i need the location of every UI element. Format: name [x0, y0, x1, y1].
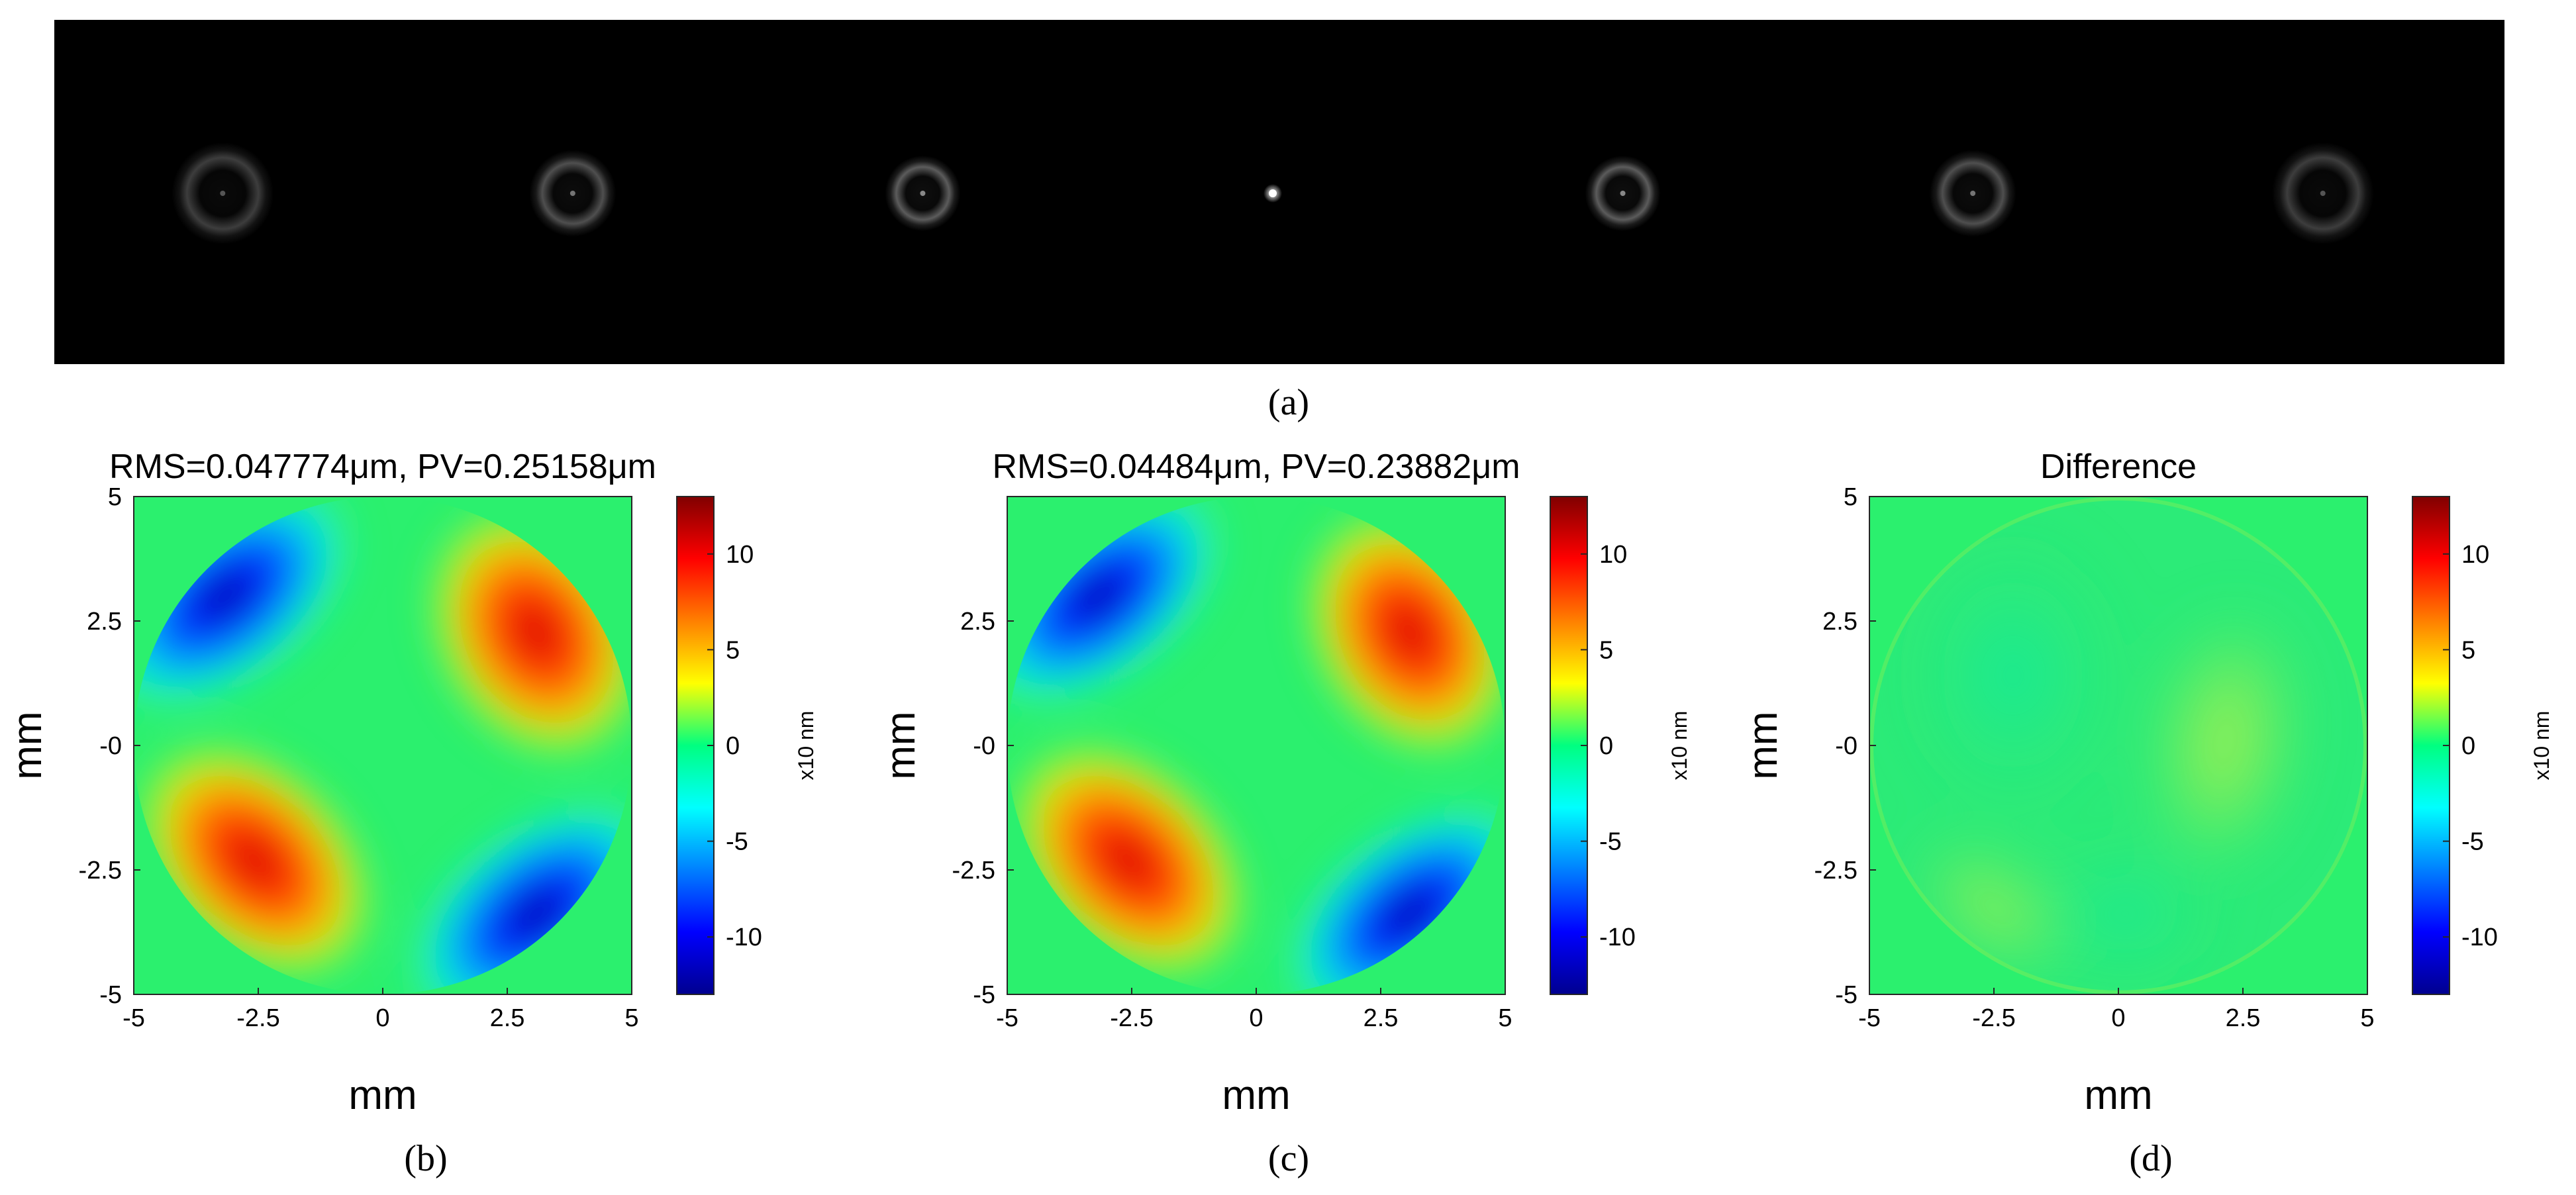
x-tick-label: 5: [1498, 1004, 1512, 1032]
panel-b: RMS=0.047774μm, PV=0.25158μm -5 -2.5 0 2.5 5…: [5, 448, 818, 1179]
x-axis-label-c: mm: [1222, 1073, 1290, 1118]
x-tick-label: 0: [2111, 1004, 2125, 1032]
colorbar-d: 10 5 0 -5 -10 x10 nm: [2412, 496, 2553, 995]
x-tick-label: 5: [624, 1004, 638, 1032]
colorbar-tick-label: 5: [1599, 636, 1613, 664]
x-tick-label: 5: [2360, 1004, 2374, 1032]
x-tick-label: -5: [1858, 1004, 1881, 1032]
x-axis-label-d: mm: [2084, 1073, 2152, 1118]
x-tick-label: 2.5: [1363, 1004, 1399, 1032]
x-tick-label: 0: [375, 1004, 389, 1032]
focal-spot: [2271, 142, 2374, 244]
y-tick-label: 5: [108, 483, 122, 511]
x-tick-label: 2.5: [2226, 1004, 2261, 1032]
axes-d: -5 -2.5 0 2.5 5 5 2.5 -0 -2.5 -5: [1814, 483, 2375, 1032]
colorbar-tick-label: 10: [2461, 541, 2489, 569]
panel-label-c: (c): [1268, 1138, 1309, 1179]
x-tick-label: -5: [123, 1004, 145, 1032]
panel-a: (a): [54, 20, 2504, 423]
x-tick-label: 0: [1249, 1004, 1263, 1032]
colorbar-c: 10 5 0 -5 -10 x10 nm: [1550, 496, 1691, 995]
x-tick-label: -2.5: [236, 1004, 279, 1032]
y-tick-label: -5: [973, 981, 995, 1009]
y-tick-label: 2.5: [87, 608, 122, 636]
x-axis-label-b: mm: [348, 1073, 417, 1118]
y-tick-label: -2.5: [79, 857, 122, 884]
focal-spot: [1929, 150, 2016, 237]
panel-label-b: (b): [404, 1138, 447, 1179]
colorbar-tick-label: 5: [2461, 636, 2475, 664]
plot-title-c: RMS=0.04484μm, PV=0.23882μm: [992, 448, 1520, 486]
colorbar-tick-label: 0: [1599, 732, 1613, 760]
y-tick-label: -2.5: [952, 857, 995, 884]
y-tick-label: -5: [1835, 981, 1858, 1009]
focal-spots: [172, 142, 2374, 244]
colorbar-b: 10 5 0 -5 -10 x10 nm: [676, 496, 818, 995]
colorbar-tick-label: 10: [1599, 541, 1627, 569]
panel-label-a: (a): [1268, 382, 1309, 423]
colorbar-tick-label: 5: [726, 636, 740, 664]
panel-label-d: (d): [2129, 1138, 2172, 1179]
y-tick-label: -0: [1835, 732, 1858, 760]
focal-spot: [529, 150, 617, 237]
y-tick-label: -5: [99, 981, 122, 1009]
focal-spot: [172, 142, 274, 244]
axes-b: -5 -2.5 0 2.5 5 5 2.5 -0 -2.5 -5: [79, 483, 639, 1032]
y-tick-label: -2.5: [1814, 857, 1858, 884]
colorbar-tick-label: 0: [726, 732, 740, 760]
y-tick-label: 5: [1844, 483, 1858, 511]
colorbar-label-d: x10 nm: [2530, 711, 2553, 781]
panel-d: Difference -5 -2.5 0 2.5 5 5 2.5 -0 -2.5 -5 mm mm…: [1740, 448, 2553, 1179]
focal-spot: [1263, 184, 1282, 203]
x-tick-label: -2.5: [1110, 1004, 1153, 1032]
colorbar-tick-label: 0: [2461, 732, 2475, 760]
colorbar-label-c: x10 nm: [1667, 711, 1691, 781]
focal-spot: [885, 156, 961, 231]
axes-c: -5 -2.5 0 2.5 5 2.5 -0 -2.5 -5: [952, 496, 1512, 1032]
y-axis-label-d: mm: [1740, 711, 1786, 779]
colorbar-tick-label: -5: [726, 828, 748, 856]
y-tick-label: 2.5: [1822, 608, 1858, 636]
colorbar-tick-label: -10: [1599, 924, 1636, 951]
plot-title-b: RMS=0.047774μm, PV=0.25158μm: [109, 448, 656, 486]
x-tick-label: -5: [996, 1004, 1018, 1032]
x-tick-label: -2.5: [1972, 1004, 2015, 1032]
colorbar-tick-label: -5: [1599, 828, 1622, 856]
y-axis-label-b: mm: [5, 711, 50, 779]
colorbar-label-b: x10 nm: [794, 711, 818, 781]
y-tick-label: -0: [99, 732, 122, 760]
y-tick-label: -0: [973, 732, 995, 760]
colorbar-tick-label: -10: [2461, 924, 2498, 951]
panel-c: RMS=0.04484μm, PV=0.23882μm -5 -2.5 0 2.5 5 2…: [878, 448, 1691, 1179]
y-tick-label: 2.5: [960, 608, 995, 636]
x-tick-label: 2.5: [490, 1004, 525, 1032]
colorbar-tick-label: -10: [726, 924, 762, 951]
focal-spot: [1585, 156, 1661, 231]
difference-map: [1869, 497, 2367, 994]
plot-title-d: Difference: [2040, 448, 2197, 486]
y-axis-label-c: mm: [878, 711, 924, 779]
colorbar-tick-label: 10: [726, 541, 754, 569]
colorbar-tick-label: -5: [2461, 828, 2484, 856]
